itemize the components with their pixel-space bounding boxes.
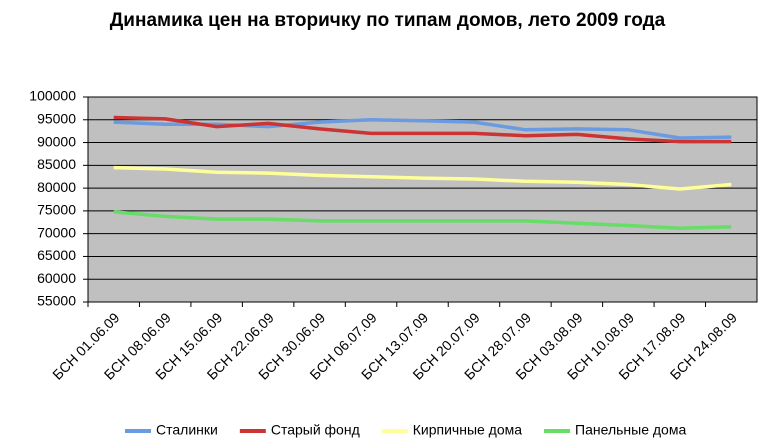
y-tick-label: 95000: [37, 110, 76, 126]
y-tick-label: 80000: [37, 179, 76, 195]
y-tick-label: 90000: [37, 133, 76, 149]
plot-area: [87, 96, 758, 303]
series-line: [113, 118, 732, 140]
series-line: [113, 210, 732, 230]
y-tick-label: 100000: [29, 88, 76, 104]
y-tick-label: 75000: [37, 202, 76, 218]
legend-label: Панельные дома: [575, 422, 686, 438]
legend-label: Старый фонд: [271, 422, 360, 438]
chart-title: Динамика цен на вторичку по типам домов,…: [109, 10, 666, 31]
series-line: [113, 115, 732, 144]
series-line: [113, 165, 732, 191]
y-tick-label: 85000: [37, 156, 76, 172]
y-tick-label: 60000: [37, 270, 76, 286]
legend-label: Кирпичные дома: [413, 422, 523, 438]
y-tick-label: 65000: [37, 247, 76, 263]
legend-label: Сталинки: [156, 422, 218, 438]
y-tick-label: 55000: [37, 293, 76, 309]
y-tick-label: 70000: [37, 224, 76, 240]
